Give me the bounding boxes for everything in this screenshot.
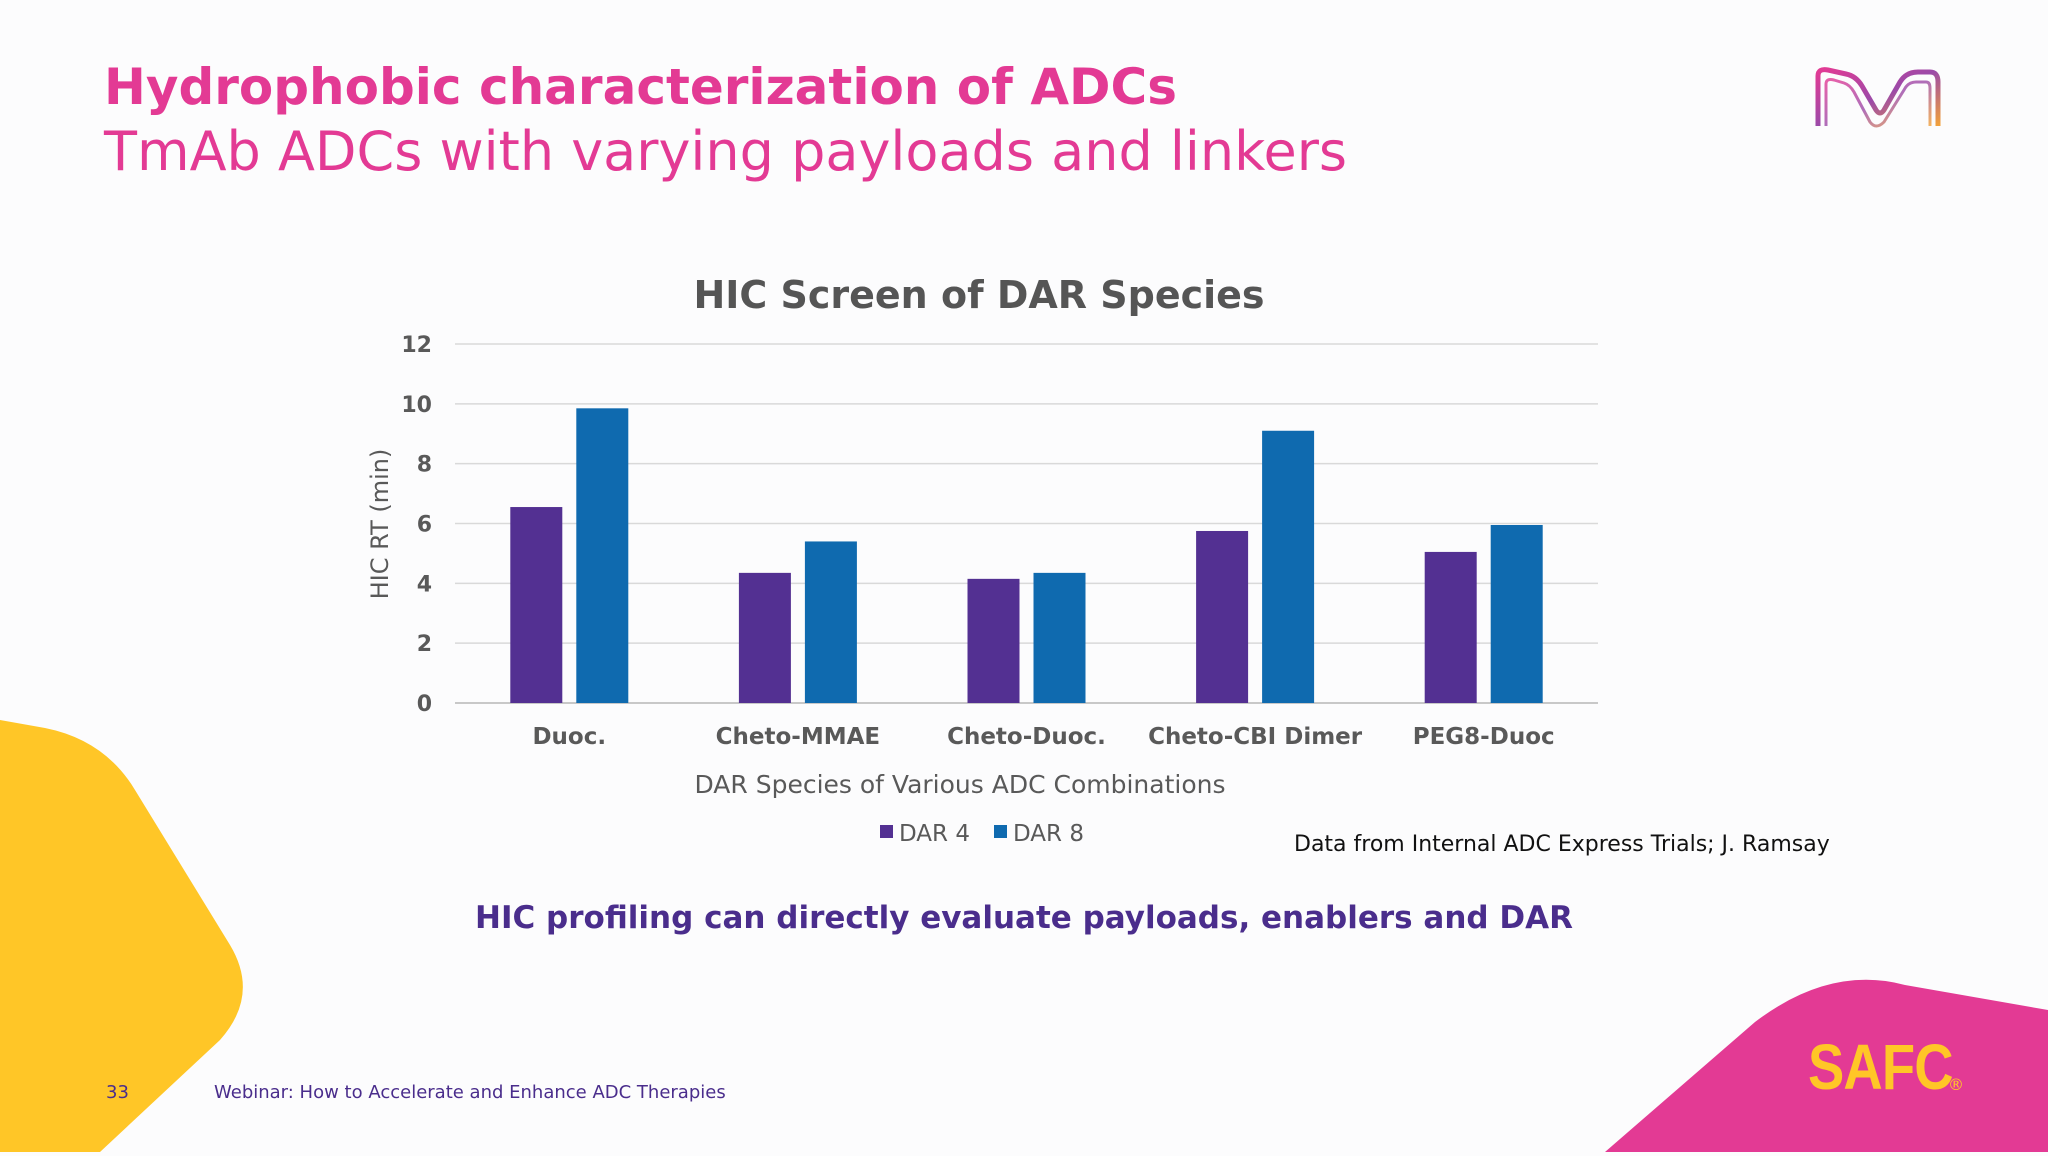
y-tick-label: 0 (417, 692, 432, 717)
slide-title: Hydrophobic characterization of ADCs (104, 58, 1177, 116)
bar-dar-4 (1424, 551, 1477, 703)
legend-swatch (880, 825, 893, 838)
y-tick-label: 8 (417, 453, 432, 478)
registered-mark: ® (1948, 1075, 1964, 1094)
legend-swatch (994, 825, 1007, 838)
pink-corner-shape (1605, 979, 2048, 1152)
bar-dar-8 (804, 541, 857, 703)
yellow-corner-shape (0, 720, 243, 1152)
bar-dar-4 (510, 507, 563, 703)
bar-dar-4 (967, 578, 1020, 703)
x-tick-label: PEG8-Duoc (1413, 724, 1555, 750)
chart-title: HIC Screen of DAR Species (693, 273, 1264, 317)
conclusion-text: HIC profiling can directly evaluate payl… (475, 900, 1573, 936)
y-tick-label: 2 (417, 632, 432, 657)
bar-dar-4 (738, 572, 791, 703)
source-note: Data from Internal ADC Express Trials; J… (1294, 832, 1830, 857)
slide-subtitle: TmAb ADCs with varying payloads and link… (104, 120, 1348, 183)
legend-label: DAR 8 (1013, 821, 1084, 847)
bar-dar-8 (1490, 524, 1543, 703)
brand-logo: SAFC (1808, 1031, 1954, 1103)
y-axis-label: HIC RT (min) (366, 449, 394, 600)
x-tick-label: Cheto-Duoc. (947, 724, 1106, 750)
y-tick-label: 4 (417, 572, 432, 597)
bar-dar-8 (1262, 430, 1315, 703)
x-tick-label: Cheto-CBI Dimer (1148, 724, 1363, 750)
legend-label: DAR 4 (899, 821, 970, 847)
bar-dar-8 (576, 408, 629, 703)
y-tick-label: 6 (417, 513, 432, 538)
company-logo-icon (1815, 67, 1941, 128)
x-axis-label: DAR Species of Various ADC Combinations (694, 770, 1225, 799)
bar-dar-4 (1196, 530, 1249, 703)
y-tick-label: 12 (401, 333, 432, 358)
bar-dar-8 (1033, 572, 1086, 703)
page-number: 33 (106, 1082, 129, 1103)
footer-text: Webinar: How to Accelerate and Enhance A… (214, 1082, 726, 1103)
x-tick-label: Duoc. (532, 724, 606, 750)
y-tick-label: 10 (401, 393, 432, 418)
x-tick-label: Cheto-MMAE (716, 724, 880, 750)
